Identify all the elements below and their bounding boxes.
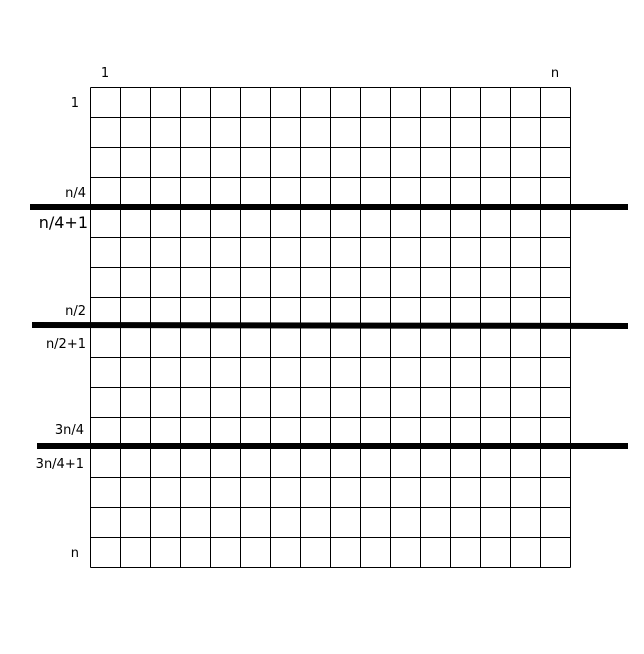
row-label: 3n/4+1	[36, 457, 84, 472]
row-label: n	[71, 546, 79, 561]
axis-labels: 1 n 1 n/4 n/4+1 n/2 n/2+1 3n/4 3n/4+1 n	[36, 66, 559, 561]
row-label: n/4+1	[39, 213, 88, 232]
row-label: 3n/4	[55, 423, 84, 438]
row-label: 1	[71, 96, 79, 111]
row-label: n/4	[65, 186, 86, 201]
column-label-first: 1	[101, 66, 109, 81]
column-label-last: n	[551, 66, 559, 81]
row-label: n/2	[65, 304, 86, 319]
partition-lines	[30, 204, 629, 449]
partition-line-after-row-8	[31, 322, 629, 329]
row-label: n/2+1	[46, 337, 86, 352]
